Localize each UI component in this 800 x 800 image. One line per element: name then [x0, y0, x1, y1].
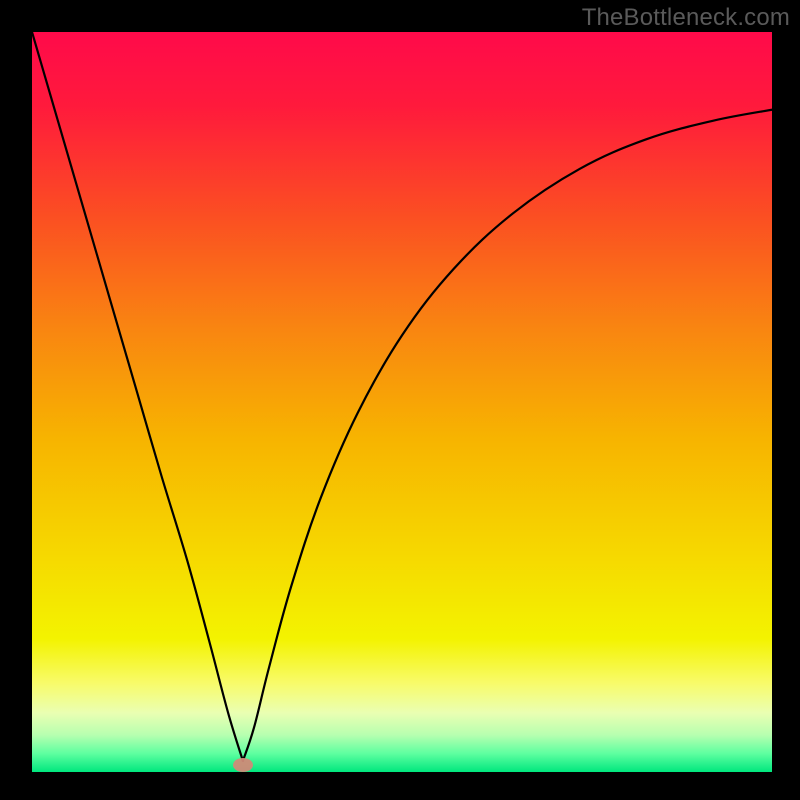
plot-area	[32, 32, 772, 772]
chart-frame: TheBottleneck.com	[0, 0, 800, 800]
gradient-background	[32, 32, 772, 772]
watermark-text: TheBottleneck.com	[582, 4, 790, 32]
minimum-marker	[233, 758, 253, 772]
